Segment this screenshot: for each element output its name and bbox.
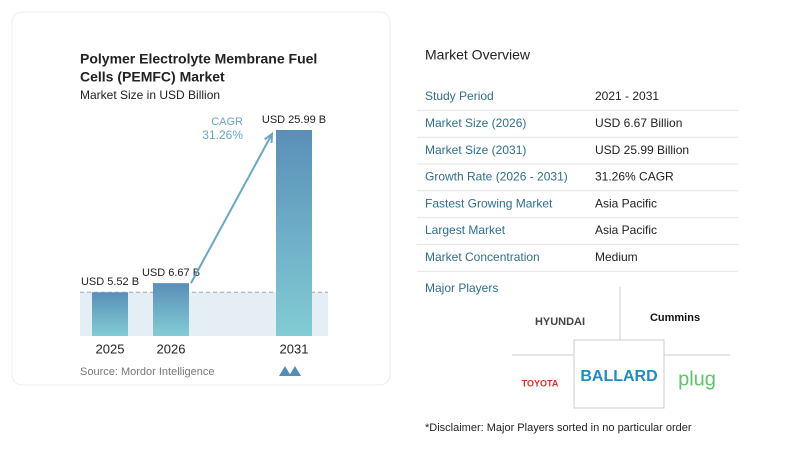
cagr-value: 31.26%	[202, 128, 243, 142]
row-value: USD 25.99 Billion	[595, 143, 689, 157]
x-tick-label: 2025	[96, 341, 125, 356]
disclaimer: *Disclaimer: Major Players sorted in no …	[425, 422, 692, 434]
bar	[276, 130, 312, 336]
row-value: Asia Pacific	[595, 196, 657, 210]
players-title: Major Players	[425, 281, 498, 295]
bar	[92, 292, 128, 336]
cagr-label: CAGR	[211, 116, 243, 128]
row-label: Study Period	[425, 89, 494, 103]
chart-title: Polymer Electrolyte Membrane Fuel	[80, 51, 317, 67]
chart-title: Cells (PEMFC) Market	[80, 69, 225, 85]
player-logo: Cummins	[650, 312, 700, 324]
value-label: USD 25.99 B	[262, 114, 326, 126]
row-value: 31.26% CAGR	[595, 170, 674, 184]
x-tick-label: 2026	[157, 341, 186, 356]
player-logo: plug	[678, 368, 716, 390]
source: Source: Mordor Intelligence	[80, 366, 215, 378]
row-label: Market Concentration	[425, 250, 540, 264]
bar	[153, 283, 189, 336]
player-logo: HYUNDAI	[535, 316, 585, 328]
row-value: 2021 - 2031	[595, 89, 659, 103]
row-value: Medium	[595, 250, 638, 264]
cagr-arrowhead	[264, 131, 274, 144]
x-tick-label: 2031	[280, 341, 309, 356]
players-grid	[512, 287, 730, 409]
player-logo: BALLARD	[580, 368, 657, 385]
row-label: Market Size (2031)	[425, 143, 526, 157]
player-logo: TOYOTA	[522, 378, 559, 388]
row-label: Fastest Growing Market	[425, 196, 553, 210]
chart-subtitle: Market Size in USD Billion	[80, 88, 220, 102]
value-label: USD 6.67 B	[142, 267, 200, 279]
row-value: USD 6.67 Billion	[595, 116, 682, 130]
value-label: USD 5.52 B	[81, 276, 139, 288]
overview-title: Market Overview	[425, 47, 531, 63]
row-label: Growth Rate (2026 - 2031)	[425, 170, 568, 184]
row-value: Asia Pacific	[595, 223, 657, 237]
source-logo	[279, 366, 301, 376]
row-label: Market Size (2026)	[425, 116, 526, 130]
cagr-arrow	[190, 133, 273, 284]
row-label: Largest Market	[425, 223, 506, 237]
